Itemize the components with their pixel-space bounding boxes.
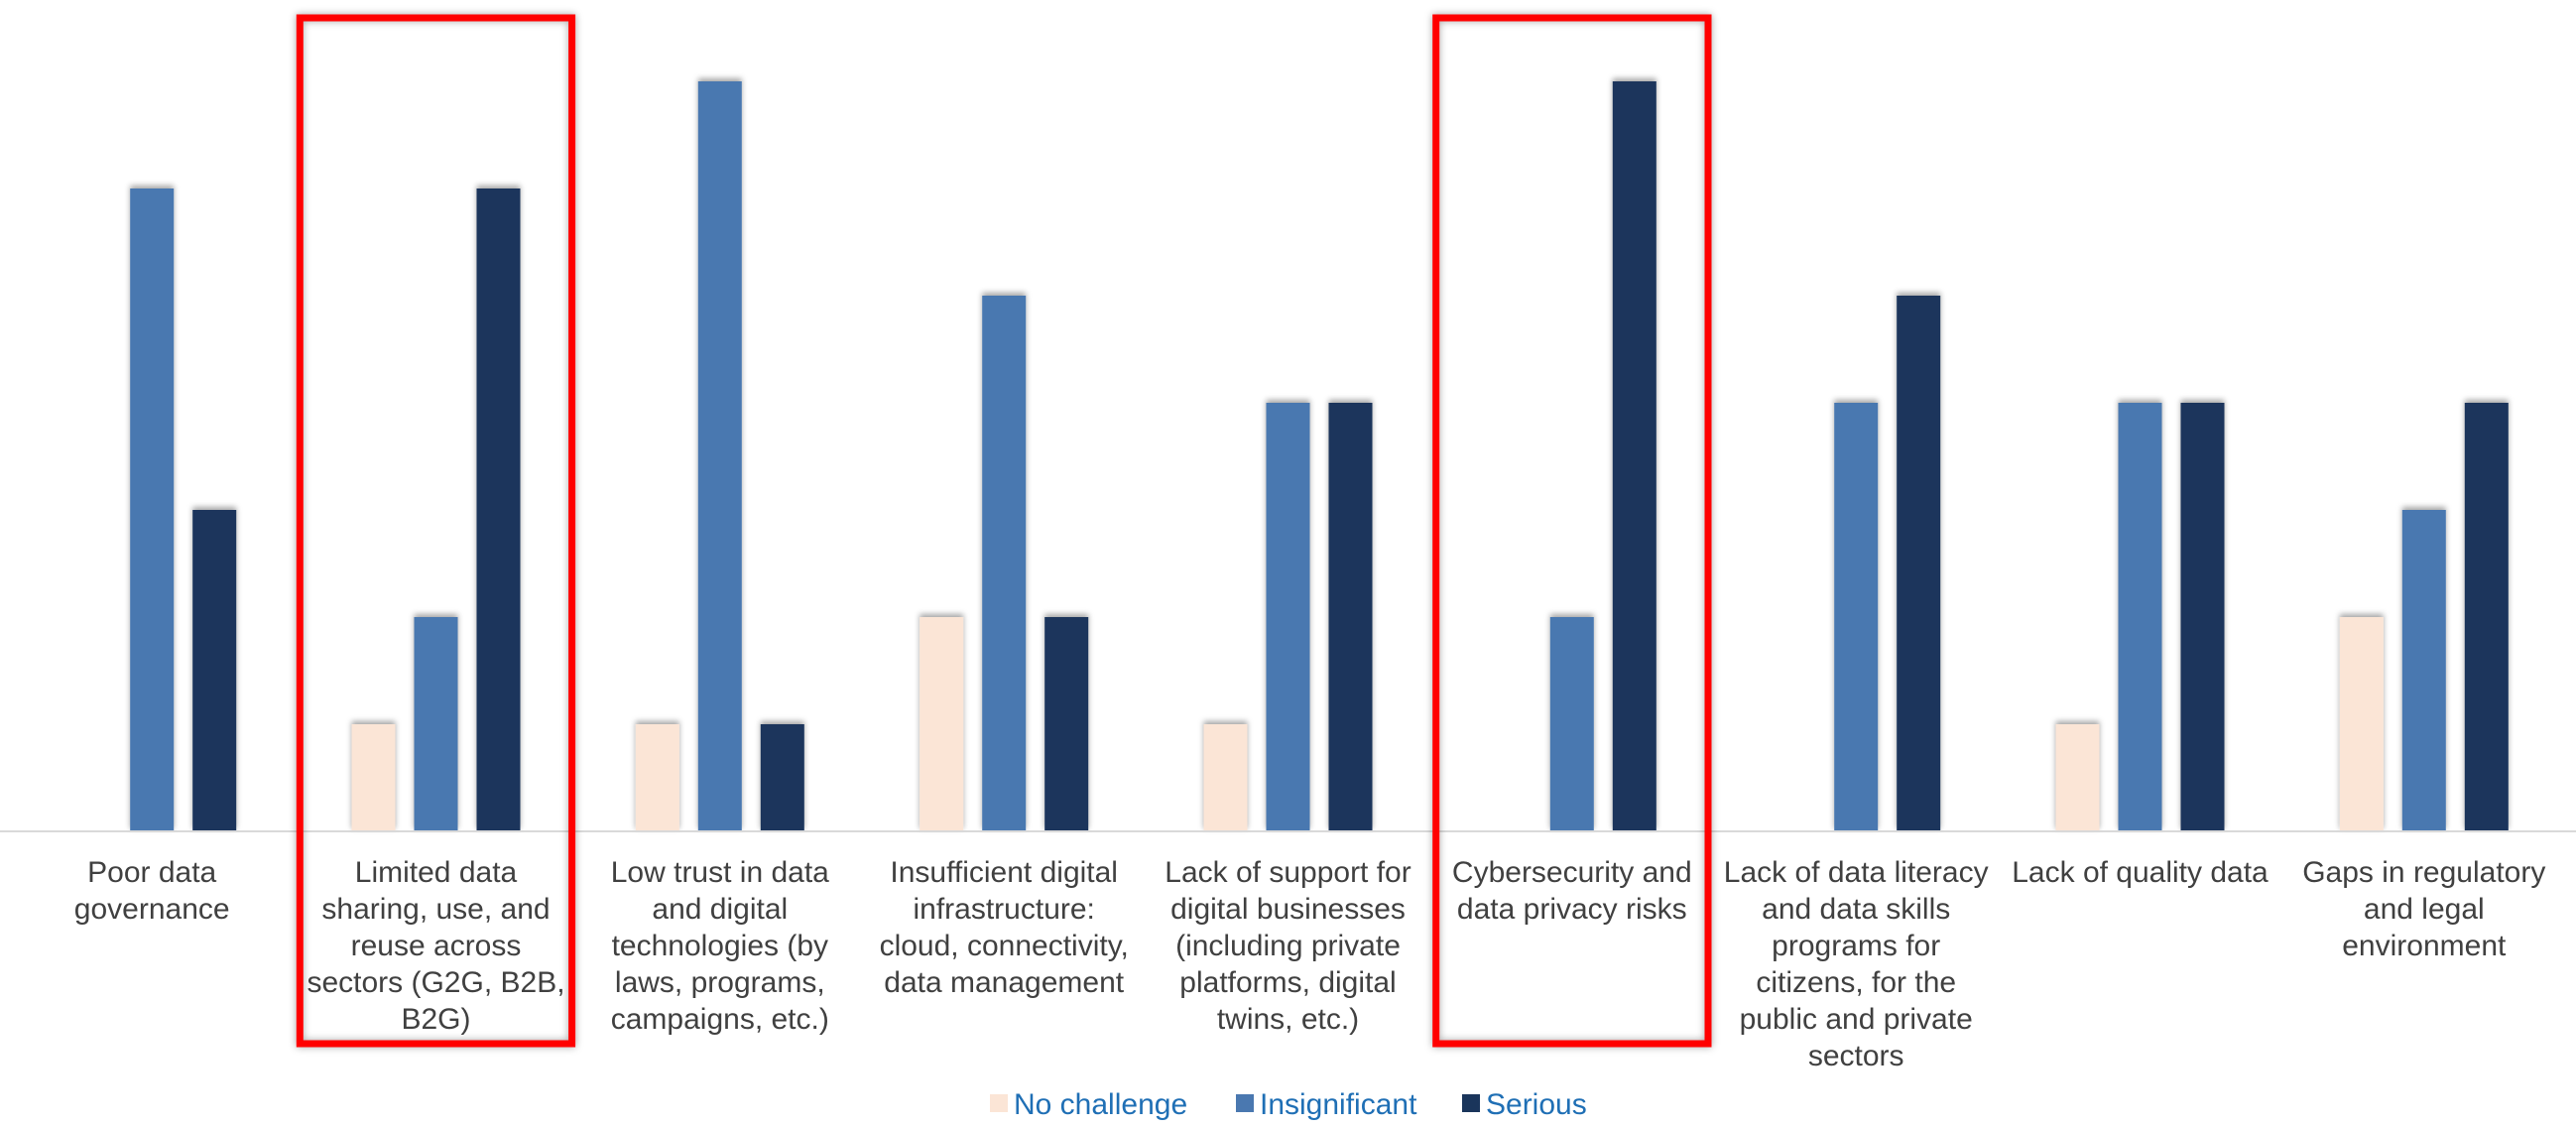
bar-insignificant-0 — [130, 188, 175, 831]
bar-serious-4 — [1328, 403, 1373, 831]
legend-label-no-challenge: No challenge — [1014, 1088, 1187, 1121]
bar-insignificant-3 — [982, 296, 1027, 831]
category-label-1: Limited data sharing, use, and reuse acros… — [307, 856, 564, 1036]
bar-serious-6 — [1897, 296, 1941, 831]
bar-no-challenge-2 — [635, 724, 679, 831]
bar-no-challenge-3 — [920, 617, 964, 831]
highlight-box-0 — [296, 14, 576, 1048]
bar-insignificant-7 — [2118, 403, 2162, 831]
highlight-boxes — [296, 14, 1712, 1048]
bar-no-challenge-7 — [2055, 724, 2100, 831]
bars-group — [130, 81, 2509, 831]
bar-serious-7 — [2180, 403, 2225, 831]
bar-insignificant-1 — [414, 617, 458, 831]
bar-no-challenge-8 — [2339, 617, 2384, 831]
category-labels: Poor data governance Limited data sharing, … — [74, 856, 2546, 1072]
bar-serious-3 — [1044, 617, 1089, 831]
legend-label-insignificant: Insignificant — [1260, 1088, 1417, 1121]
legend-swatch-no-challenge — [990, 1094, 1008, 1112]
highlight-box-1 — [1432, 14, 1712, 1048]
category-label-5: Cybersecurity and data privacy risks — [1452, 856, 1692, 926]
category-label-7: Lack of quality data — [2012, 856, 2269, 889]
bar-insignificant-8 — [2401, 510, 2446, 831]
category-label-6: Lack of data literacy and data skills prog… — [1724, 856, 1989, 1072]
category-label-0: Poor data governance — [74, 856, 230, 926]
bar-insignificant-5 — [1549, 617, 1594, 831]
bar-serious-8 — [2464, 403, 2509, 831]
legend-swatch-insignificant — [1236, 1094, 1254, 1112]
legend: No challenge Insignificant Serious — [990, 1088, 1587, 1121]
legend-swatch-serious — [1462, 1094, 1480, 1112]
bar-serious-5 — [1612, 81, 1656, 831]
bar-serious-2 — [760, 724, 804, 831]
category-label-2: Low trust in data and digital technologies… — [611, 856, 829, 1036]
category-label-3: Insufficient digital infrastructure: cloud… — [880, 856, 1129, 999]
category-label-4: Lack of support for digital businesses (in… — [1165, 856, 1411, 1036]
legend-label-serious: Serious — [1486, 1088, 1587, 1121]
bar-no-challenge-4 — [1203, 724, 1248, 831]
bar-insignificant-2 — [697, 81, 742, 831]
bar-no-challenge-1 — [351, 724, 396, 831]
category-label-8: Gaps in regulatory and legal environment — [2302, 856, 2545, 962]
bar-insignificant-4 — [1266, 403, 1310, 831]
bar-serious-0 — [192, 510, 237, 831]
bar-serious-1 — [476, 188, 521, 831]
bar-insignificant-6 — [1834, 403, 1879, 831]
